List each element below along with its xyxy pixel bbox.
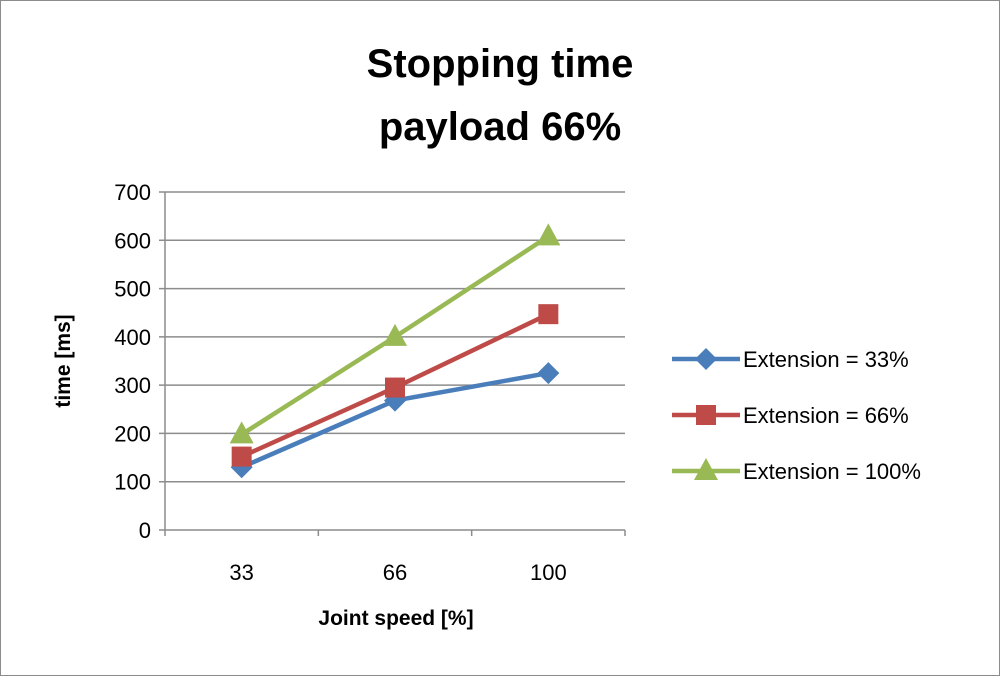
legend-label: Extension = 33% (743, 347, 909, 372)
legend-marker (694, 458, 718, 480)
y-tick-label: 700 (114, 180, 151, 205)
data-point (383, 323, 407, 346)
y-tick-label: 200 (114, 421, 151, 446)
legend-marker (696, 405, 716, 425)
y-tick-label: 500 (114, 277, 151, 302)
x-tick-label: 100 (530, 560, 567, 585)
legend-marker (695, 348, 717, 370)
chart-subtitle: payload 66% (379, 105, 621, 149)
legend-label: Extension = 100% (743, 459, 921, 484)
x-tick-label: 66 (383, 560, 407, 585)
y-axis-label: time [ms] (52, 314, 75, 407)
y-tick-label: 400 (114, 325, 151, 350)
data-point (536, 223, 561, 246)
x-axis-label: Joint speed [%] (318, 607, 473, 630)
data-point (537, 362, 560, 385)
y-tick-label: 300 (114, 373, 151, 398)
y-tick-label: 600 (114, 228, 151, 253)
data-point (229, 421, 254, 444)
y-tick-label: 100 (114, 470, 151, 495)
legend-label: Extension = 66% (743, 403, 909, 428)
data-point (538, 304, 559, 325)
y-tick-label: 0 (139, 518, 151, 543)
data-point (231, 446, 252, 467)
x-tick-label: 33 (229, 560, 253, 585)
chart-title: Stopping time (367, 42, 634, 86)
data-point (385, 377, 405, 398)
